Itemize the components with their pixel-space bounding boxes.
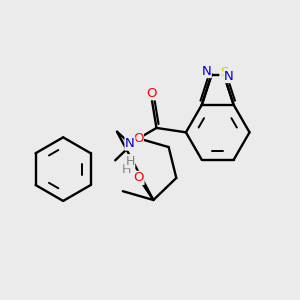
Text: N: N xyxy=(224,70,234,83)
Text: N: N xyxy=(202,64,211,77)
Text: S: S xyxy=(220,66,228,79)
Text: H: H xyxy=(125,155,135,168)
Text: O: O xyxy=(133,132,143,145)
Text: O: O xyxy=(134,171,144,184)
Text: N: N xyxy=(125,137,135,150)
Text: H: H xyxy=(122,163,131,176)
Text: O: O xyxy=(146,87,157,100)
